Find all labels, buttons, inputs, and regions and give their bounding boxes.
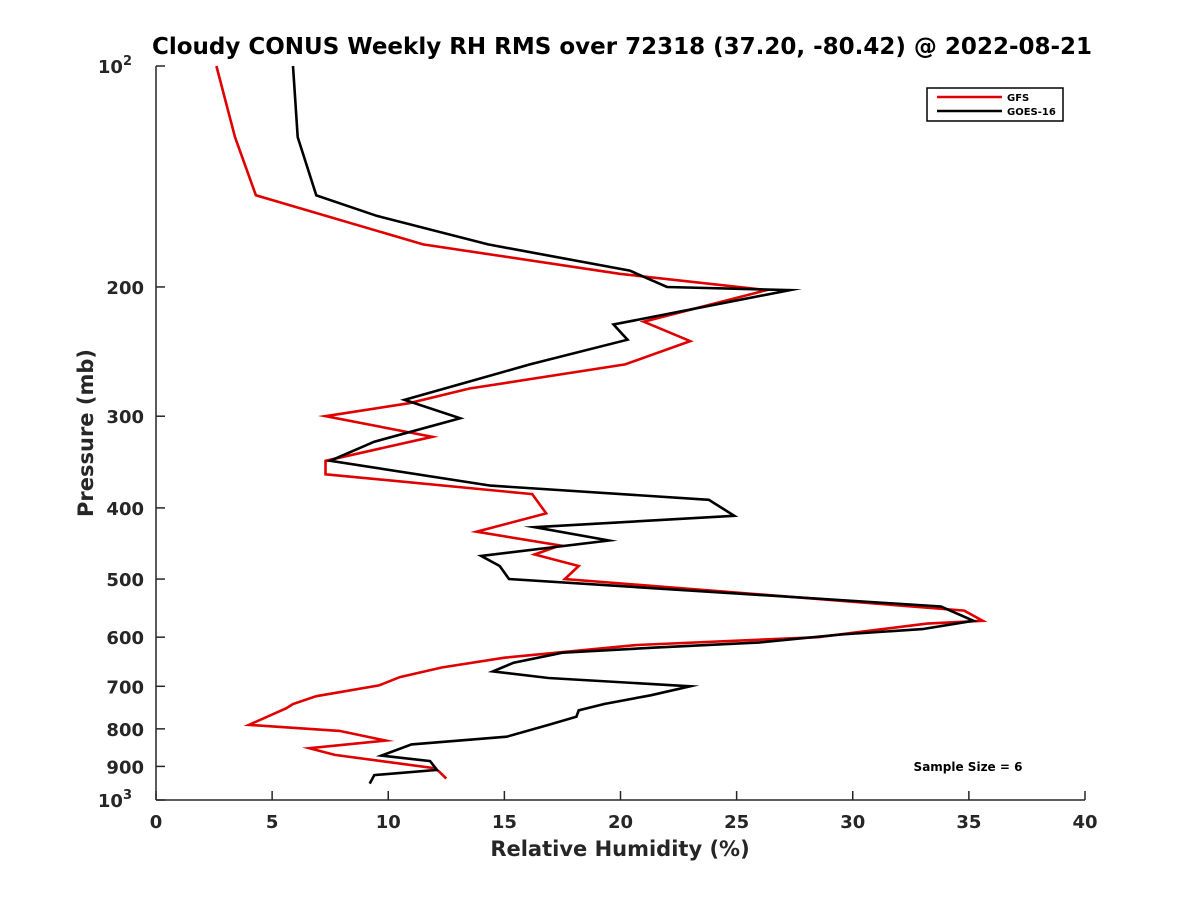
y-tick-label: 400: [106, 499, 144, 520]
y-tick-label: 600: [106, 628, 144, 649]
sample-size-annotation: Sample Size = 6: [914, 760, 1023, 774]
y-tick-label: 300: [106, 407, 144, 428]
x-tick-label: 30: [840, 812, 865, 833]
x-tick-label: 10: [376, 812, 401, 833]
y-axis-label: Pressure (mb): [74, 349, 98, 517]
y-tick-label: 103: [98, 788, 132, 812]
y-tick-label: 102: [98, 54, 132, 78]
series-line-gfs: [215, 65, 988, 780]
y-ticks: 102 200 300 400 500 600 700 800 900 103: [98, 54, 165, 812]
x-tick-label: 25: [724, 812, 749, 833]
y-tick-label: 200: [106, 278, 144, 299]
y-tick-label: 500: [106, 570, 144, 591]
x-axis-label: Relative Humidity (%): [490, 837, 749, 861]
x-ticks: 0 5 10 15 20 25 30 35 40: [150, 791, 1098, 833]
plot-frame: [156, 66, 1085, 800]
plot-area: [155, 66, 1085, 801]
series-line-goes16: [291, 65, 979, 785]
legend: GFS GOES-16: [926, 87, 1064, 122]
x-tick-label: 15: [492, 812, 517, 833]
x-tick-label: 20: [608, 812, 633, 833]
legend-label-gfs: GFS: [1007, 93, 1029, 104]
x-tick-label: 5: [266, 812, 279, 833]
x-tick-label: 40: [1072, 812, 1097, 833]
x-tick-label: 0: [150, 812, 163, 833]
y-tick-label: 700: [106, 677, 144, 698]
x-tick-label: 35: [956, 812, 981, 833]
y-tick-label: 800: [106, 720, 144, 741]
series-group: [215, 65, 988, 785]
legend-box: [926, 87, 1064, 122]
chart-title: Cloudy CONUS Weekly RH RMS over 72318 (3…: [152, 34, 1092, 60]
legend-label-goes16: GOES-16: [1007, 107, 1056, 118]
y-tick-label: 900: [106, 757, 144, 778]
